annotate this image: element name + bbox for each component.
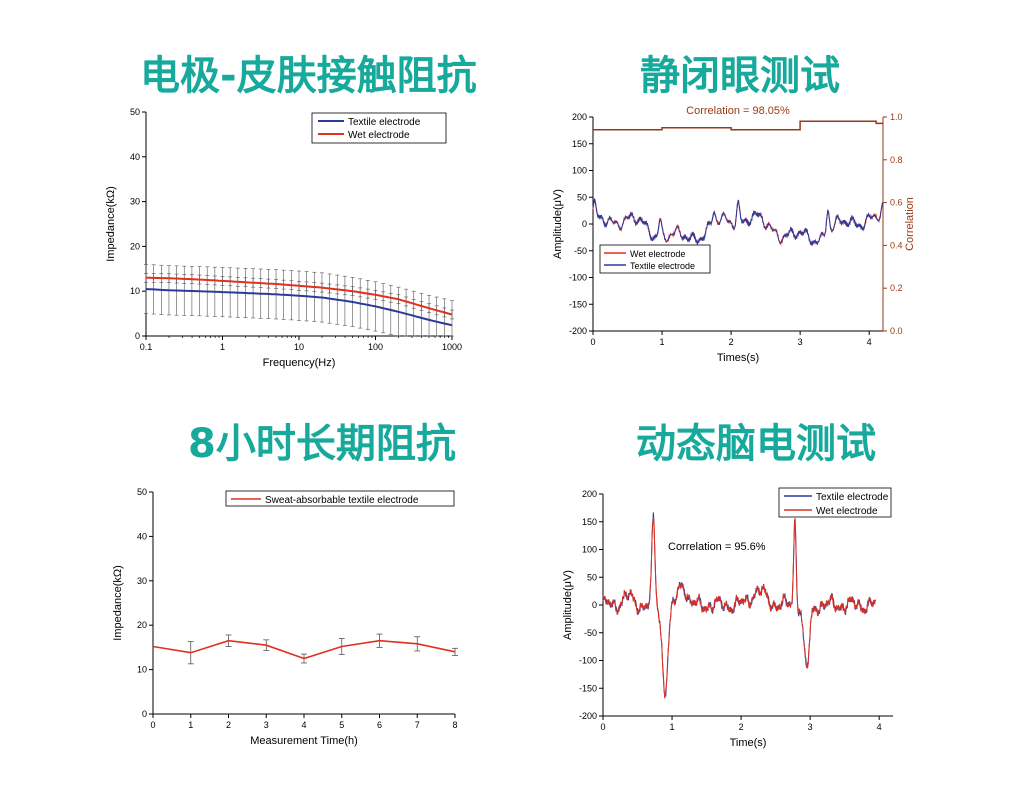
- legend-label: Wet electrode: [816, 506, 878, 517]
- title-contact-impedance: 电极-皮肤接触阻抗: [140, 53, 477, 99]
- y-tick-label: -100: [569, 273, 587, 283]
- legend-label: Wet electrode: [348, 130, 410, 141]
- y-tick-label: 0: [592, 600, 597, 610]
- x-tick-label: 1: [220, 342, 225, 352]
- y-tick-label: -200: [579, 711, 597, 721]
- x-tick-label: 1000: [442, 342, 462, 352]
- x-tick-label: 1: [660, 337, 665, 347]
- x-tick-label: 4: [877, 722, 882, 732]
- legend-box: [778, 487, 892, 518]
- chart-dynamic-eeg: 0 1 2 3 4 -200 -150 -100 -50 0 50 100 150 200 Time(s) A…: [562, 487, 893, 749]
- x-tick-label: 4: [301, 720, 306, 730]
- y-tick-label: 150: [572, 139, 587, 149]
- y-axis-label: Amplitude(μV): [562, 570, 574, 640]
- x-axis-label: Times(s): [717, 352, 759, 364]
- y-tick-label: -100: [579, 656, 597, 666]
- x-axis-label: Frequency(Hz): [263, 357, 336, 369]
- y-tick-label: 0: [582, 219, 587, 229]
- y-tick-label: 50: [137, 487, 147, 497]
- y2-tick-label: 0.4: [890, 240, 903, 250]
- y-tick-label: 30: [130, 197, 140, 207]
- title-8-hour-impedance: 8小时长期阻抗: [188, 421, 456, 467]
- series-line-wet: [146, 276, 453, 316]
- correlation-annotation: Correlation = 95.6%: [668, 541, 766, 553]
- x-tick-label: 0: [150, 720, 155, 730]
- y2-tick-label: 0.0: [890, 326, 903, 336]
- x-tick-label: 3: [808, 722, 813, 732]
- x-tick-label: 1: [188, 720, 193, 730]
- y-tick-label: -150: [579, 683, 597, 693]
- y-tick-label: 0: [135, 331, 140, 341]
- y-tick-label: 40: [137, 531, 147, 541]
- y-tick-label: 10: [130, 286, 140, 296]
- x-tick-label: 10: [294, 342, 304, 352]
- legend-label: Textile electrode: [630, 261, 695, 271]
- x-tick-label: 0.1: [140, 342, 153, 352]
- y-tick-label: 50: [577, 192, 587, 202]
- x-tick-label: 3: [798, 337, 803, 347]
- y-tick-label: 20: [137, 620, 147, 630]
- y2-axis-label: Correlation: [904, 197, 916, 251]
- y-tick-label: -50: [574, 246, 587, 256]
- chart-eyes-open-closed: 0 1 2 3 4 -200 -150 -100 -50 0 50 100 150 200 Times(s)…: [552, 105, 916, 364]
- title-eyes-open-closed-test: 静闭眼测试: [640, 53, 840, 99]
- x-tick-label: 6: [377, 720, 382, 730]
- x-tick-label: 2: [729, 337, 734, 347]
- legend-label: Sweat-absorbable textile electrode: [265, 495, 419, 506]
- x-tick-label: 5: [339, 720, 344, 730]
- y-tick-label: 30: [137, 576, 147, 586]
- chart-impedance-vs-frequency: 0.1 1 10 100 1000 0 10 20 30 40 50 Frequency(Hz) Imp…: [105, 107, 462, 369]
- x-tick-label: 4: [867, 337, 872, 347]
- x-axis-label: Measurement Time(h): [250, 735, 358, 747]
- x-tick-label: 0: [600, 722, 605, 732]
- y-tick-label: 50: [587, 572, 597, 582]
- correlation-annotation: Correlation = 98.05%: [686, 105, 790, 117]
- y-tick-label: 100: [572, 166, 587, 176]
- legend-label: Textile electrode: [348, 117, 421, 128]
- legend-label: Wet electrode: [630, 249, 685, 259]
- title-dynamic-eeg-test: 动态脑电测试: [636, 421, 876, 467]
- legend-box: [599, 244, 711, 274]
- y-tick-label: 200: [572, 112, 587, 122]
- x-tick-label: 2: [226, 720, 231, 730]
- y-tick-label: 100: [582, 545, 597, 555]
- legend-label: Textile electrode: [816, 492, 889, 503]
- y-tick-label: 150: [582, 517, 597, 527]
- y-tick-label: -200: [569, 326, 587, 336]
- series-line-textile: [592, 198, 884, 246]
- series-line-correlation: [593, 120, 883, 131]
- y2-tick-label: 0.2: [890, 283, 903, 293]
- x-tick-label: 3: [264, 720, 269, 730]
- y2-tick-label: 0.6: [890, 198, 903, 208]
- y-tick-label: 40: [130, 152, 140, 162]
- y-axis-label: Impedance(kΩ): [112, 565, 124, 640]
- x-tick-label: 8: [452, 720, 457, 730]
- series-line-textile: [145, 288, 453, 327]
- x-tick-label: 0: [590, 337, 595, 347]
- x-tick-label: 100: [368, 342, 383, 352]
- y-tick-label: 200: [582, 489, 597, 499]
- y-tick-label: -150: [569, 299, 587, 309]
- y-tick-label: 20: [130, 241, 140, 251]
- y2-tick-label: 1.0: [890, 112, 903, 122]
- x-tick-label: 1: [670, 722, 675, 732]
- x-axis-label: Time(s): [730, 737, 767, 749]
- y-tick-label: 10: [137, 665, 147, 675]
- y2-tick-label: 0.8: [890, 155, 903, 165]
- y-tick-label: 0: [142, 709, 147, 719]
- y-axis-label: Amplitude(μV): [552, 189, 564, 259]
- y-tick-label: -50: [584, 628, 597, 638]
- series-line-wet: [602, 517, 877, 699]
- y-axis-label: Impedance(kΩ): [105, 186, 117, 261]
- chart-impedance-over-time: 0 1 2 3 4 5 6 7 8 0 10 20 30 40 50 Measurement Time(h) I…: [112, 487, 458, 747]
- x-tick-label: 7: [415, 720, 420, 730]
- legend-box: [225, 490, 455, 507]
- y-tick-label: 50: [130, 107, 140, 117]
- legend-box: [311, 112, 447, 144]
- x-tick-label: 2: [739, 722, 744, 732]
- series-line-sweat-absorbable: [152, 639, 456, 660]
